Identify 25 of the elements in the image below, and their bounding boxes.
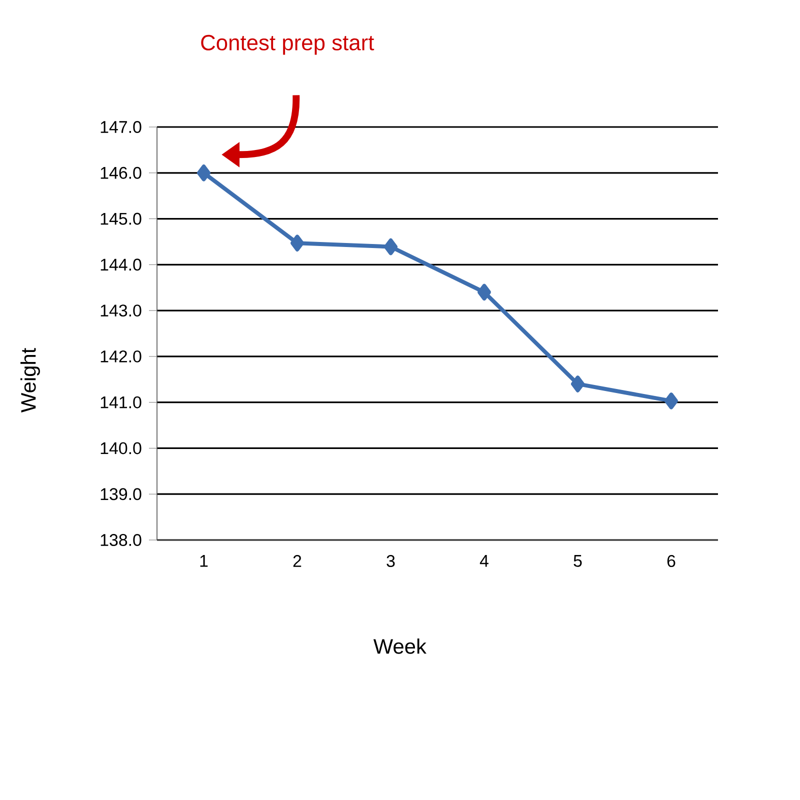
- point: [570, 376, 585, 392]
- y-tick-label: 144.0: [100, 258, 142, 271]
- y-tick-label: 141.0: [100, 396, 142, 408]
- y-tick-label: 146.0: [100, 166, 142, 179]
- x-tick-label: 3: [386, 555, 395, 568]
- point: [196, 164, 211, 182]
- y-axis-title: Weight: [20, 348, 40, 412]
- y-tick-label: 147.0: [100, 121, 142, 133]
- x-tick-label: 2: [293, 555, 302, 567]
- y-tick-label: 143.0: [100, 304, 142, 317]
- x-tick-label: 4: [480, 555, 488, 567]
- y-tick-label: 145.0: [100, 212, 142, 225]
- text: Contest prep start: [201, 34, 374, 55]
- x-tick-label: 6: [667, 555, 676, 568]
- x-tick-label: 5: [574, 555, 582, 567]
- point: [664, 392, 678, 410]
- x-tick-label: 1: [200, 555, 208, 567]
- x-axis-title: Week: [373, 638, 426, 654]
- y-tick-label: 138.0: [100, 534, 142, 546]
- point: [290, 234, 304, 252]
- y-tick-label: 139.0: [100, 488, 142, 500]
- y-tick-label: 140.0: [100, 442, 142, 454]
- point: [477, 284, 492, 301]
- point: [384, 238, 398, 256]
- y-tick-label: 142.0: [100, 350, 142, 362]
